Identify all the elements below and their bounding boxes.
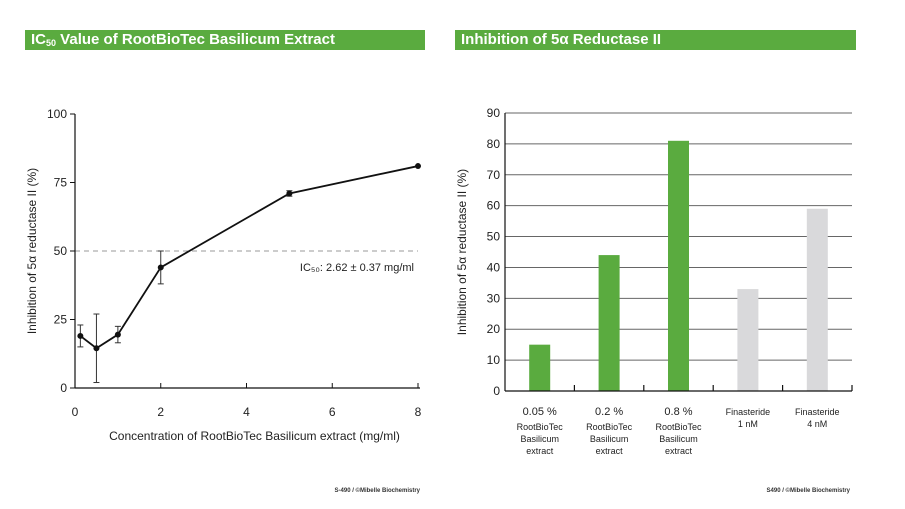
category-label: 0.05 % (523, 406, 557, 418)
data-point (77, 332, 84, 339)
y-tick-label: 100 (47, 107, 67, 121)
x-tick-label: 6 (329, 405, 336, 419)
y-tick-label: 75 (54, 176, 68, 190)
y-tick-label: 10 (487, 353, 501, 367)
x-axis-label: Concentration of RootBioTec Basilicum ex… (109, 429, 400, 443)
bar (598, 255, 620, 391)
y-tick-label: 40 (487, 260, 501, 274)
y-tick-label: 50 (487, 230, 501, 244)
data-line (79, 165, 419, 350)
y-tick-label: 80 (487, 137, 501, 151)
y-tick-label: 70 (487, 168, 501, 182)
category-label: Basilicum (659, 434, 698, 444)
x-tick-label: 8 (415, 405, 422, 419)
y-tick-label: 20 (487, 322, 501, 336)
y-tick-label: 30 (487, 291, 501, 305)
data-point (157, 264, 164, 271)
bar (529, 344, 551, 391)
category-label: 0.8 % (664, 406, 692, 418)
data-point (415, 163, 421, 170)
data-point (114, 331, 121, 338)
data-point (93, 345, 100, 352)
x-tick-label: 2 (157, 405, 164, 419)
category-label: RootBioTec (517, 422, 564, 432)
bar (806, 208, 828, 391)
y-tick-label: 0 (60, 381, 67, 395)
y-axis-label: Inhibition of 5α reductase II (%) (25, 168, 39, 334)
category-label: 0.2 % (595, 406, 623, 418)
bar (668, 140, 689, 391)
category-label: Finasteride (795, 407, 840, 417)
data-point (286, 190, 293, 197)
ic50-annotation: IC₅₀: 2.62 ± 0.37 mg/ml (300, 262, 414, 274)
title-ic: IC (31, 31, 46, 48)
bar (737, 289, 759, 391)
category-label: 1 nM (738, 419, 758, 429)
left-footer: S-490 / ©Mibelle Biochemistry (334, 488, 420, 494)
left-chart-title: IC50 Value of RootBioTec Basilicum Extra… (25, 30, 425, 50)
y-tick-label: 0 (493, 384, 500, 398)
category-label: extract (596, 446, 624, 456)
right-footer: S490 / ©Mibelle Biochemistry (766, 488, 850, 494)
y-tick-label: 60 (487, 199, 501, 213)
category-label: Basilicum (520, 434, 559, 444)
y-tick-label: 25 (54, 313, 68, 327)
x-tick-label: 0 (72, 405, 79, 419)
right-chart-title: Inhibition of 5α Reductase II (455, 30, 856, 50)
category-label: Finasteride (726, 407, 771, 417)
x-tick-label: 4 (243, 405, 250, 419)
category-label: extract (526, 446, 554, 456)
title-subscript: 50 (46, 38, 57, 48)
category-label: Basilicum (590, 434, 629, 444)
title-rest: Value of RootBioTec Basilicum Extract (56, 31, 335, 48)
category-label: 4 nM (807, 419, 827, 429)
category-label: RootBioTec (586, 422, 633, 432)
y-tick-label: 50 (54, 244, 68, 258)
category-label: RootBioTec (655, 422, 702, 432)
y-axis-label: Inhibition of 5α reductase II (%) (455, 169, 469, 335)
category-label: extract (665, 446, 693, 456)
y-tick-label: 90 (487, 106, 501, 120)
